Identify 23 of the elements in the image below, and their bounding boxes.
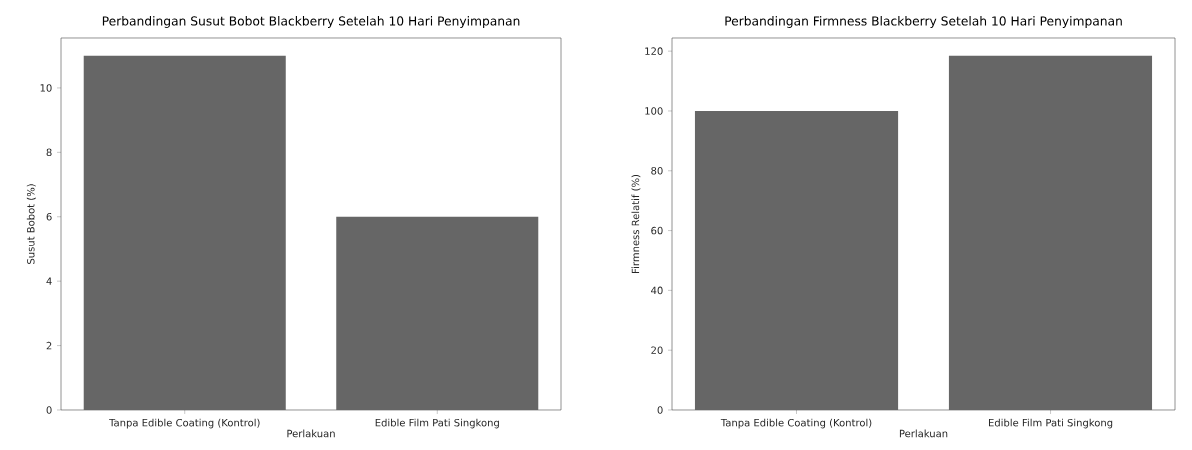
y-tick-label: 10: [40, 84, 52, 92]
y-tick-label: 60: [651, 226, 663, 235]
y-tick-label: 6: [46, 212, 52, 221]
y-axis-title: Firmness Relatif (%): [631, 174, 641, 273]
y-tick-label: 120: [645, 47, 663, 55]
x-tick-label: Tanpa Edible Coating (Kontrol): [720, 418, 872, 429]
y-tick-label: 100: [645, 107, 663, 115]
y-tick-label: 0: [46, 406, 52, 414]
x-tick-label: Edible Film Pati Singkong: [988, 418, 1113, 429]
x-tick-label: Tanpa Edible Coating (Kontrol): [109, 418, 260, 429]
chart-title: Perbandingan Firmness Blackberry Setelah 10 Hari Penyimpanan: [725, 16, 1122, 28]
y-axis-title: Susut Bobot (%): [26, 184, 36, 264]
x-tick-label: Edible Film Pati Singkong: [375, 418, 499, 429]
y-tick-label: 4: [46, 277, 52, 285]
chart-title: Perbandingan Susut Bobot Blackberry Setelah 10 Hari Penyimpanan: [102, 16, 520, 28]
y-tick-label: 2: [46, 341, 52, 350]
y-tick-label: 8: [46, 148, 52, 157]
y-tick-label: 20: [651, 346, 663, 354]
y-tick-label: 40: [651, 286, 663, 295]
y-tick-label: 80: [651, 166, 663, 175]
x-axis-title: Perlakuan: [287, 429, 335, 438]
x-axis-title: Perlakuan: [899, 429, 948, 438]
y-tick-label: 0: [657, 406, 663, 414]
